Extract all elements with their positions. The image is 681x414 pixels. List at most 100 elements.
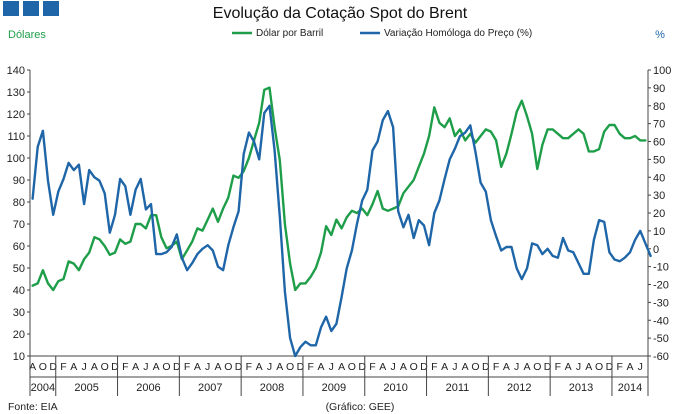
year-label: 2014 [618, 382, 642, 394]
yoy-data-point [377, 140, 379, 143]
month-tick-label: D [420, 361, 428, 373]
month-tick-label: D [111, 361, 119, 373]
price-data-point [557, 133, 559, 135]
yoy-data-point [562, 237, 564, 239]
price-data-point [454, 135, 456, 137]
yoy-data-point [613, 258, 616, 261]
yoy-data-point [464, 132, 466, 134]
month-tick-label: D [544, 361, 552, 373]
price-data-point [335, 219, 337, 221]
price-data-point [227, 197, 229, 199]
yoy-data-point [619, 260, 621, 262]
price-data-point [119, 238, 121, 240]
right-tick-label: 40 [653, 172, 665, 184]
price-data-point [428, 135, 430, 137]
price-data-point [469, 133, 471, 135]
yoy-data-point [263, 112, 265, 114]
price-data-point [407, 186, 410, 188]
price-data-point [238, 177, 240, 179]
logo-square-3 [43, 1, 59, 16]
left-tick-label: 30 [13, 307, 25, 319]
price-data-point [387, 210, 389, 212]
right-tick-label: 90 [653, 83, 665, 95]
right-tick-label: 100 [653, 65, 671, 77]
month-tick-label: O [348, 361, 356, 373]
month-tick-label: A [379, 361, 386, 373]
yoy-data-point [62, 178, 65, 180]
yoy-data-point [371, 149, 374, 151]
yoy-data-point [109, 232, 111, 234]
yoy-data-point [552, 255, 554, 257]
right-tick-label: -20 [653, 280, 669, 292]
yoy-data-point [52, 214, 54, 216]
yoy-data-point [572, 251, 574, 253]
price-data-point [382, 208, 384, 210]
year-label: 2011 [446, 382, 470, 394]
month-tick-label: D [358, 361, 366, 373]
price-data-point [98, 238, 101, 240]
price-data-point [330, 234, 332, 236]
right-tick-label: 30 [653, 190, 665, 202]
month-tick-label: A [153, 361, 160, 373]
yoy-data-point [320, 326, 322, 328]
yoy-data-point [382, 119, 384, 121]
yoy-data-point [88, 169, 90, 171]
price-data-point [377, 190, 379, 192]
month-tick-label: J [390, 361, 395, 373]
series-line-price [31, 86, 647, 292]
yoy-data-point [366, 189, 368, 191]
price-data-point [289, 263, 291, 265]
yoy-data-point [516, 267, 518, 269]
price-data-point [639, 139, 641, 141]
month-tick-label: A [400, 361, 407, 373]
price-data-point [155, 214, 157, 216]
price-data-point [47, 282, 49, 284]
month-tick-label: A [317, 361, 324, 373]
price-data-point [31, 285, 34, 287]
price-data-point [52, 289, 54, 291]
price-data-point [371, 203, 374, 205]
price-data-point [583, 133, 585, 135]
yoy-data-point [335, 323, 337, 325]
yoy-data-point [201, 248, 204, 250]
yoy-data-point [490, 219, 492, 221]
yoy-data-point [526, 267, 528, 269]
year-label: 2004 [31, 382, 55, 394]
yoy-data-point [346, 267, 348, 269]
price-data-point [68, 260, 70, 262]
month-tick-label: A [462, 361, 469, 373]
month-tick-label: J [205, 361, 210, 373]
price-data-point [552, 128, 554, 130]
yoy-data-point [500, 249, 502, 252]
price-data-point [572, 133, 574, 135]
price-data-point [258, 122, 260, 124]
yoy-data-point [480, 182, 482, 184]
right-tick-label: -30 [653, 297, 669, 309]
year-label: 2012 [507, 382, 531, 394]
month-tick-label: A [626, 361, 633, 373]
left-tick-label: 100 [7, 153, 25, 165]
yoy-data-point [438, 199, 440, 202]
yoy-data-point [227, 244, 229, 246]
year-label: 2008 [260, 382, 284, 394]
price-data-point [598, 148, 600, 150]
yoy-data-point [510, 246, 513, 248]
yoy-data-point [588, 273, 590, 275]
yoy-data-point [541, 253, 544, 255]
yoy-data-point [83, 203, 85, 205]
yoy-data-point [407, 214, 410, 216]
month-tick-label: J [452, 361, 457, 373]
month-tick-label: D [235, 361, 243, 373]
price-data-point [485, 128, 487, 130]
price-data-point [268, 87, 271, 89]
price-data-point [279, 159, 281, 161]
yoy-data-point [124, 185, 126, 187]
price-data-point [140, 223, 142, 225]
price-data-point [304, 282, 307, 284]
price-data-point [207, 219, 209, 221]
month-tick-label: O [162, 361, 170, 373]
left-tick-label: 20 [13, 329, 25, 341]
price-data-point [57, 280, 59, 282]
price-data-point [562, 137, 564, 139]
price-data-point [402, 192, 404, 194]
